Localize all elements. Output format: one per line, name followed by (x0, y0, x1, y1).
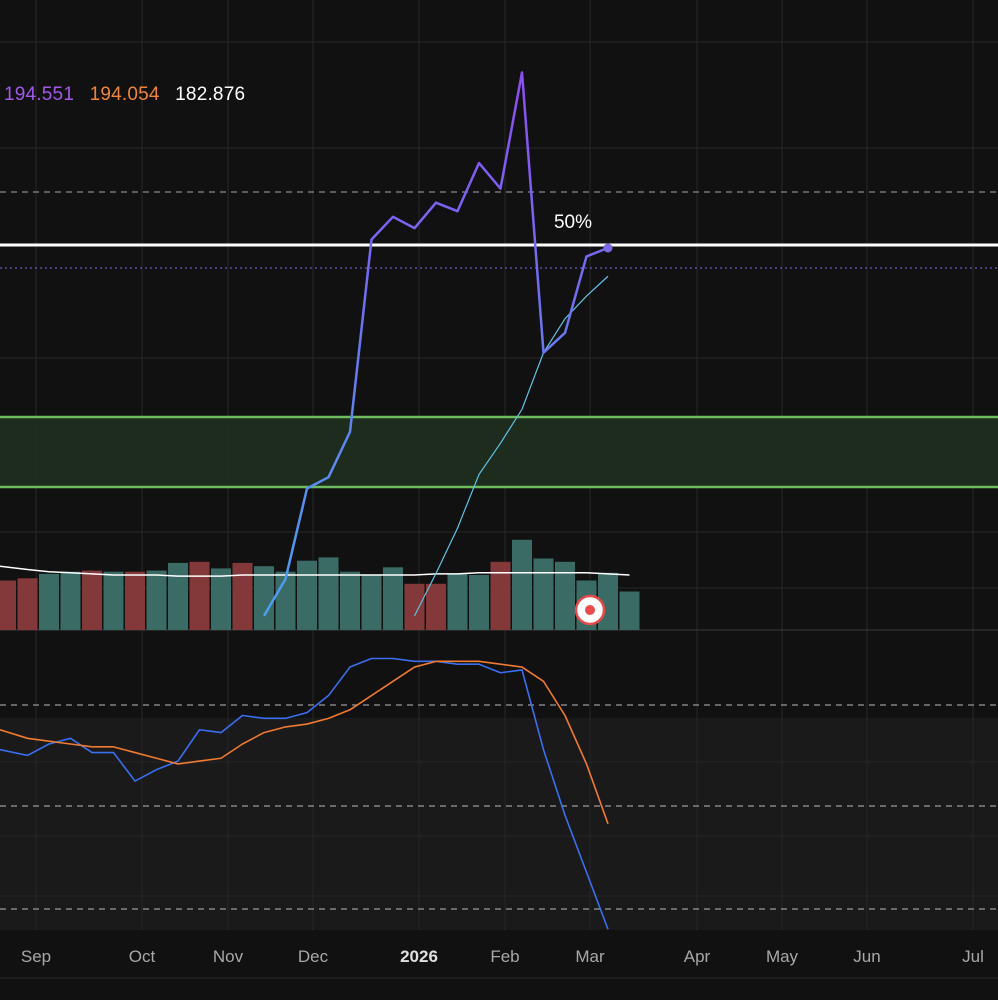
volume-bar-9 (189, 561, 210, 630)
alert-marker-dot[interactable] (585, 605, 595, 615)
x-tick-label-7: Apr (684, 947, 711, 966)
x-tick-label-4: 2026 (400, 947, 438, 966)
oscillator-panel-background (0, 718, 998, 930)
volume-ma-line (0, 565, 630, 577)
volume-bar-19 (404, 583, 425, 630)
price-series (262, 71, 613, 617)
volume-bar-7 (146, 570, 167, 630)
legend-value-2: 194.054 (89, 84, 160, 105)
volume-bar-6 (125, 571, 145, 630)
volume-bar-15 (318, 557, 339, 630)
moving-average-line-0 (413, 275, 609, 617)
volume-bar-5 (103, 571, 124, 630)
x-tick-label-0: Sep (21, 947, 51, 966)
series-legend: 194.551 194.054 182.876 (4, 84, 255, 106)
volume-bar-3 (60, 571, 81, 630)
volume-bar-24 (512, 539, 532, 630)
alert-marker[interactable] (574, 594, 606, 626)
dashed-level-lines (0, 191, 998, 910)
level-label: 50% (554, 212, 592, 233)
x-tick-label-5: Feb (490, 947, 519, 966)
volume-bar-17 (361, 575, 382, 630)
x-tick-label-3: Dec (298, 947, 329, 966)
legend-value-3: 182.876 (175, 84, 246, 105)
oscillator-series (0, 657, 609, 930)
last-price-dot (603, 243, 613, 253)
volume-bar-29 (619, 591, 640, 630)
support-zone (0, 415, 998, 489)
oscillator-fast-line (0, 657, 609, 930)
volume-bar-22 (469, 575, 489, 630)
volume-bars (0, 539, 640, 630)
volume-bar-11 (232, 562, 253, 630)
volume-bar-26 (555, 561, 575, 630)
x-tick-label-9: Jun (853, 947, 880, 966)
x-tick-label-10: Jul (962, 947, 984, 966)
x-axis: Sep Oct Nov Dec 2026 Feb Mar Apr May Jun Jul (21, 947, 984, 966)
volume-bar-2 (39, 573, 59, 630)
volume-bar-20 (426, 583, 446, 630)
support-zone-fill (0, 417, 998, 487)
volume-bar-14 (297, 560, 317, 630)
price-line-0 (262, 71, 609, 617)
x-tick-label-1: Oct (129, 947, 156, 966)
volume-bar-12 (254, 566, 274, 630)
volume-bar-4 (82, 570, 102, 630)
volume-bar-25 (533, 558, 554, 630)
x-tick-label-2: Nov (213, 947, 244, 966)
volume-bar-0 (0, 580, 16, 630)
x-tick-label-8: May (766, 947, 799, 966)
oscillator-slow-line (0, 660, 609, 825)
volume-bar-23 (490, 561, 511, 630)
volume-bar-21 (447, 573, 468, 630)
volume-bar-10 (211, 568, 231, 630)
volume-bar-16 (340, 571, 360, 630)
volume-bar-1 (17, 578, 38, 630)
x-tick-label-6: Mar (575, 947, 605, 966)
legend-value-1: 194.551 (4, 84, 75, 105)
volume-bar-8 (168, 562, 188, 630)
volume-bar-18 (383, 567, 403, 630)
